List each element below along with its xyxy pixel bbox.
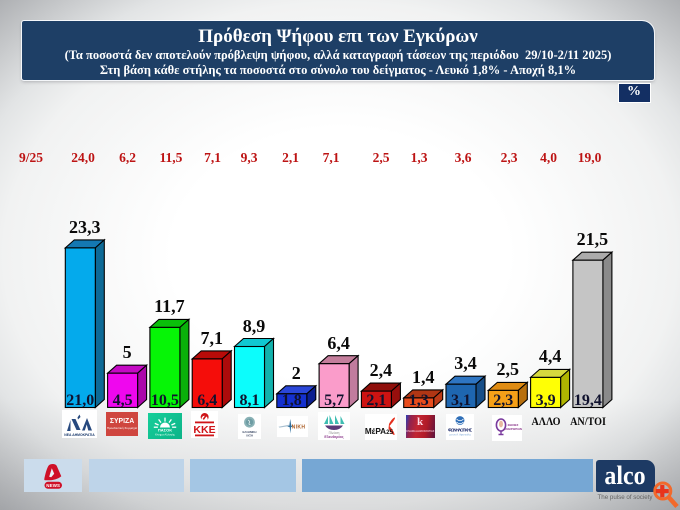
svg-text:ΛΥΣΗ: ΛΥΣΗ bbox=[246, 434, 253, 438]
svg-text:ΝΕΑ ΔΗΜΟΚΡΑΤΙΑ: ΝΕΑ ΔΗΜΟΚΡΑΤΙΑ bbox=[64, 433, 95, 437]
svg-text:ΕΛΛΗΝΙΚΗ: ΕΛΛΗΝΙΚΗ bbox=[242, 430, 256, 434]
svg-text:ΠΑΣΟΚ: ΠΑΣΟΚ bbox=[158, 427, 172, 432]
svg-text:ΝΙΚΗ: ΝΙΚΗ bbox=[292, 424, 306, 430]
svg-text:Κίνημα Αλλαγής: Κίνημα Αλλαγής bbox=[155, 432, 175, 436]
svg-text:KKE: KKE bbox=[193, 424, 215, 436]
svg-text:Ελευθερίας: Ελευθερίας bbox=[324, 435, 343, 439]
svg-text:με τον Α. Αφεντούλη: με τον Α. Αφεντούλη bbox=[449, 434, 471, 437]
svg-text:ΑΝΘΡΩΠΩΝ: ΑΝΘΡΩΠΩΝ bbox=[504, 427, 522, 431]
svg-text:Πλεύση: Πλεύση bbox=[329, 431, 340, 435]
svg-text:NEWS: NEWS bbox=[46, 483, 60, 488]
svg-text:ΜέΡΑ25: ΜέΡΑ25 bbox=[365, 427, 394, 436]
svg-text:ΦΩΝΗ ΛΟΓΙΚΗΣ: ΦΩΝΗ ΛΟΓΙΚΗΣ bbox=[448, 428, 472, 433]
svg-text:ΦΩΝΕΣ: ΦΩΝΕΣ bbox=[508, 423, 519, 427]
